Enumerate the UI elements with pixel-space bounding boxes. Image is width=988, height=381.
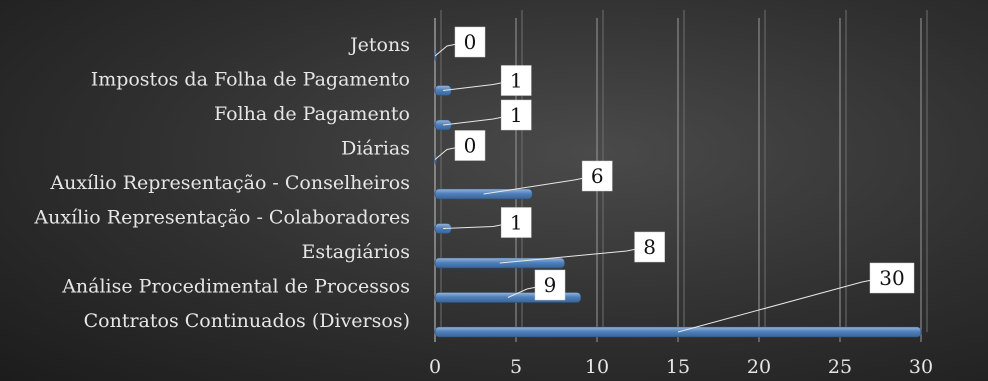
category-label: Jetons [348,34,410,56]
x-tick-label: 30 [909,356,933,378]
x-tick-label: 20 [747,356,771,378]
x-tick-label: 5 [510,356,522,378]
data-label: 6 [591,164,604,188]
leader-line [483,177,585,195]
category-label: Estagiários [302,241,411,263]
leader-line [507,286,538,298]
leader-line [443,82,504,91]
leader-line [499,248,637,264]
x-tick-label: 15 [666,356,690,378]
category-label: Contratos Continuados (Diversos) [84,310,410,332]
x-axis-ticks: 0 5 10 15 20 25 30 [429,356,933,378]
data-label-box [500,99,532,131]
data-label-box [500,207,532,238]
leader-line [443,224,504,229]
data-label: 9 [544,273,557,297]
data-labels: 0 1 1 0 6 1 8 9 30 [434,26,915,333]
data-label: 1 [510,103,523,127]
data-label-box [534,269,566,301]
data-label-box [581,160,613,192]
category-label: Análise Procedimental de Processos [61,276,410,298]
x-tick-label: 10 [585,356,609,378]
data-label-box [454,26,486,58]
data-label: 0 [464,134,477,158]
category-label: Diárias [341,138,410,160]
data-label-box [454,130,486,161]
category-label: Auxílio Representação - Colaboradores [33,207,410,229]
data-label: 0 [464,30,477,54]
data-label: 1 [510,211,523,235]
category-label: Folha de Pagamento [214,103,410,125]
data-label: 30 [879,266,904,290]
data-label: 8 [643,235,656,259]
category-label: Auxílio Representação - Conselheiros [49,172,410,194]
leader-line [434,147,458,160]
leader-line [434,43,458,57]
data-label-box [500,65,532,96]
data-label-box [634,231,665,263]
category-label: Impostos da Folha de Pagamento [91,69,410,91]
data-label: 1 [510,69,523,93]
x-tick-label: 0 [429,356,441,378]
leader-line [443,116,504,126]
leader-line [677,279,873,333]
data-label-box [869,262,915,294]
category-labels: Jetons Impostos da Folha de Pagamento Folh… [33,34,410,332]
x-tick-label: 25 [828,356,852,378]
